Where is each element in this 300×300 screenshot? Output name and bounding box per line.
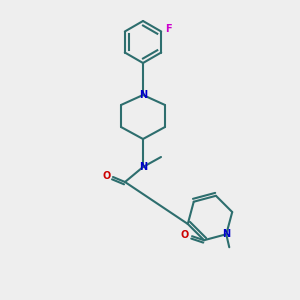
Text: N: N — [139, 162, 147, 172]
Text: N: N — [139, 90, 147, 100]
Text: F: F — [165, 25, 172, 34]
Text: O: O — [103, 171, 111, 181]
Text: O: O — [181, 230, 189, 240]
Text: N: N — [222, 229, 230, 239]
